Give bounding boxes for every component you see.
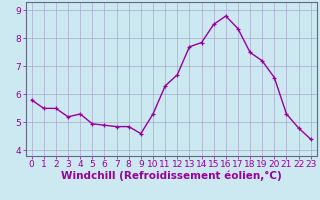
X-axis label: Windchill (Refroidissement éolien,°C): Windchill (Refroidissement éolien,°C) [61,171,282,181]
